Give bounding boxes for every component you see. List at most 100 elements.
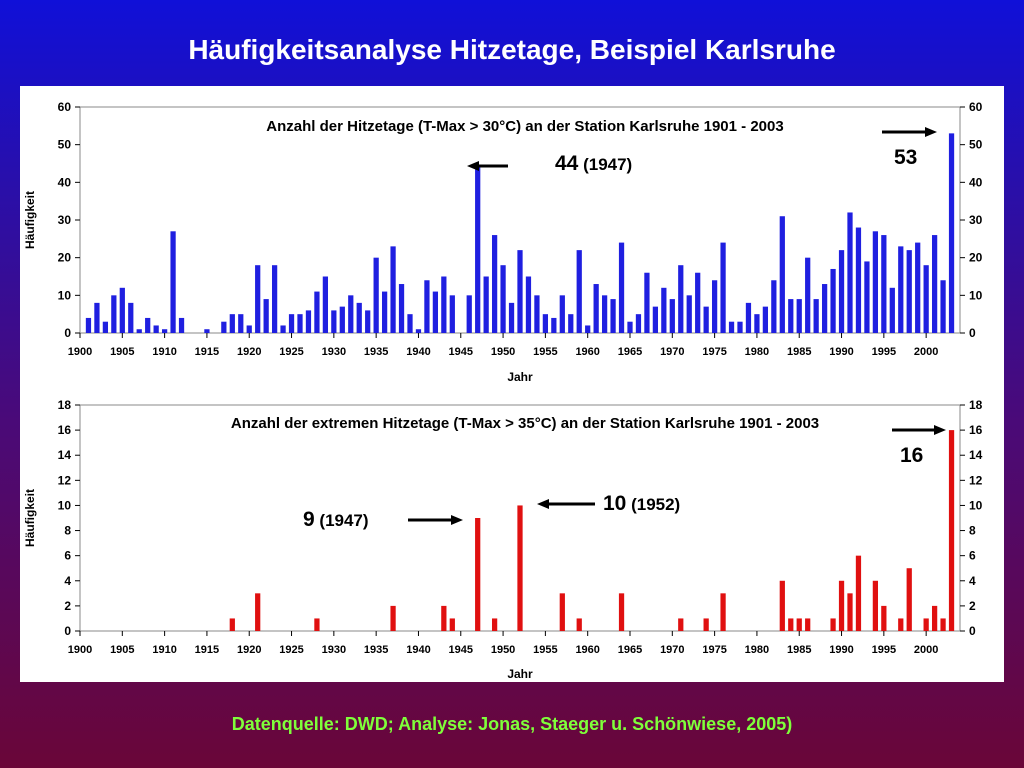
bar-1971 <box>678 265 684 333</box>
bar-1944 <box>449 618 455 631</box>
bar-1950 <box>500 265 506 333</box>
bar-1908 <box>145 317 151 333</box>
x-tick-label: 1940 <box>406 346 430 358</box>
x-tick-label: 1945 <box>449 346 473 358</box>
bar-1964 <box>618 593 625 631</box>
y-tick-label-left: 6 <box>64 549 71 563</box>
bar-1961 <box>593 284 599 333</box>
y-tick-label-right: 10 <box>969 498 983 512</box>
y-tick-label-right: 10 <box>969 288 983 302</box>
x-axis-label: Jahr <box>507 667 533 681</box>
bar-1988 <box>821 284 828 333</box>
annotation-label: 10 (1952) <box>603 492 680 515</box>
bar-1996 <box>889 287 895 333</box>
bar-1959 <box>576 250 582 333</box>
bar-1999 <box>915 242 921 333</box>
y-tick-label-right: 16 <box>969 423 983 437</box>
bar-1986 <box>805 618 811 631</box>
x-tick-label: 1950 <box>491 644 515 656</box>
bar-1939 <box>407 314 413 333</box>
x-tick-label: 1955 <box>533 644 557 656</box>
annotation-label: 9 (1947) <box>303 508 369 531</box>
bar-1984 <box>788 299 794 333</box>
annotation-arrow-head <box>451 515 463 525</box>
y-tick-label-left: 10 <box>58 288 72 302</box>
bar-1920 <box>246 325 252 333</box>
x-tick-label: 1935 <box>364 644 388 656</box>
bar-1981 <box>762 306 769 333</box>
bar-1937 <box>390 605 396 631</box>
x-tick-label: 1915 <box>195 644 219 656</box>
x-axis-label: Jahr <box>507 370 533 384</box>
bar-1963 <box>610 299 616 333</box>
bar-2000 <box>923 265 929 333</box>
bar-1991 <box>847 593 853 631</box>
bar-1957 <box>559 593 565 631</box>
bar-1909 <box>153 325 159 333</box>
bar-2003 <box>948 430 955 631</box>
y-tick-label-left: 14 <box>58 448 72 462</box>
bar-1938 <box>398 284 405 333</box>
bar-1998 <box>906 250 912 333</box>
bar-1954 <box>534 295 540 333</box>
bar-1942 <box>432 291 439 333</box>
bar-1927 <box>305 310 312 333</box>
x-tick-label: 1985 <box>787 346 811 358</box>
bar-1930 <box>331 310 337 333</box>
bar-1962 <box>601 295 608 333</box>
y-tick-label-left: 50 <box>58 138 72 152</box>
annotation-arrow-head <box>925 127 937 137</box>
chart-title: Anzahl der extremen Hitzetage (T-Max > 3… <box>231 415 819 432</box>
bar-1998 <box>906 568 912 631</box>
bar-1990 <box>838 250 845 333</box>
bar-1919 <box>238 314 244 333</box>
bar-1992 <box>855 555 862 631</box>
x-tick-label: 1960 <box>575 346 599 358</box>
x-tick-label: 1915 <box>195 346 219 358</box>
x-tick-label: 1960 <box>575 644 599 656</box>
bar-1997 <box>898 618 904 631</box>
bar-1948 <box>483 276 489 333</box>
bar-1921 <box>255 265 261 333</box>
bar-1943 <box>441 605 447 631</box>
y-tick-label-left: 8 <box>64 524 71 538</box>
bar-1924 <box>280 325 286 333</box>
x-tick-label: 1950 <box>491 346 515 358</box>
x-tick-label: 1965 <box>618 346 642 358</box>
x-tick-label: 1920 <box>237 346 261 358</box>
bar-1922 <box>263 299 269 333</box>
bar-1947 <box>475 167 481 333</box>
bar-1974 <box>703 618 709 631</box>
bar-1994 <box>872 231 879 333</box>
bar-1917 <box>221 321 227 333</box>
bar-1926 <box>297 314 303 333</box>
bar-1960 <box>585 325 591 333</box>
bar-1972 <box>686 295 692 333</box>
bar-1959 <box>576 618 582 631</box>
y-tick-label-right: 50 <box>969 138 983 152</box>
slide-title: Häufigkeitsanalyse Hitzetage, Beispiel K… <box>188 34 836 65</box>
bar-1994 <box>872 580 879 631</box>
bar-1968 <box>652 306 659 333</box>
bar-1923 <box>271 265 278 333</box>
y-tick-label-right: 8 <box>969 524 976 538</box>
annotation-year: (1952) <box>626 495 680 514</box>
bar-1989 <box>830 618 836 631</box>
bar-1936 <box>381 291 388 333</box>
bar-1991 <box>847 212 853 333</box>
bar-1997 <box>898 246 904 333</box>
y-axis-label: Häufigkeit <box>23 489 37 547</box>
y-axis-label: Häufigkeit <box>23 191 37 249</box>
bar-2002 <box>940 280 946 333</box>
x-tick-label: 1955 <box>533 346 557 358</box>
x-tick-label: 1990 <box>829 644 853 656</box>
x-tick-label: 1980 <box>745 346 769 358</box>
bar-1983 <box>779 216 785 333</box>
bar-1971 <box>678 618 684 631</box>
annotation-1947: 9 (1947) <box>303 508 463 531</box>
bar-2000 <box>923 618 929 631</box>
bar-1921 <box>255 593 261 631</box>
bar-1949 <box>491 235 498 333</box>
x-tick-label: 1935 <box>364 346 388 358</box>
bar-1918 <box>229 618 235 631</box>
